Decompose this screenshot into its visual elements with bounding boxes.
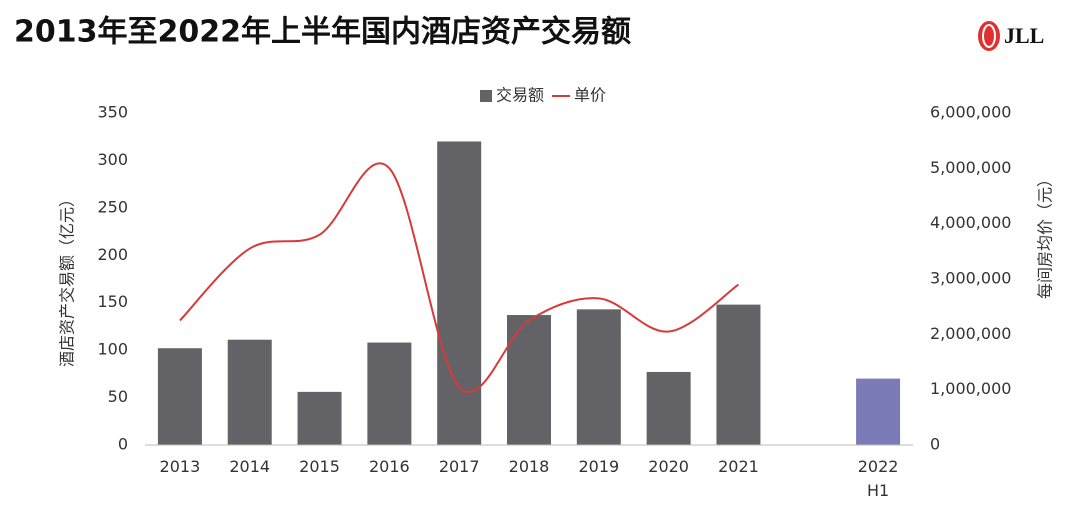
x-tick-label: 2013 [159,457,201,476]
logo: JLL [978,21,1044,51]
y-tick-label: 250 [97,197,128,216]
x-tick-label: 2016 [369,457,410,476]
y-tick-label: 0 [118,435,128,454]
y2-tick-label: 0 [930,435,940,454]
x-tick-label: 2017 [438,457,480,476]
bar [856,378,901,445]
x-tick-label: 2019 [578,457,620,476]
x-tick-label: 2015 [299,457,340,476]
y2-axis-label: 每间房均价（元） [1036,171,1055,299]
legend-label: 单价 [574,86,606,105]
x-tick-label: 2021 [718,457,759,476]
logo-text: JLL [1004,23,1044,48]
y2-tick-label: 5,000,000 [930,158,1011,177]
y2-tick-label: 4,000,000 [930,213,1011,232]
bar [646,371,691,445]
x-tick-label: 2014 [229,457,271,476]
bar [227,339,272,445]
legend-swatch [480,90,492,102]
logo-icon [982,24,996,48]
y-axis-label: 酒店资产交易额（亿元） [58,191,77,367]
y-tick-label: 200 [97,245,128,264]
bar [507,315,551,445]
y-tick-label: 50 [108,387,128,406]
bar [367,342,412,445]
legend-label: 交易额 [496,86,544,105]
y2-tick-label: 3,000,000 [930,269,1011,288]
x-tick-label: 2018 [508,457,550,476]
y-tick-label: 300 [97,150,128,169]
x-tick-label: 2020 [648,457,689,476]
chart-title: 2013年至2022年上半年国内酒店资产交易额 [14,15,631,50]
y2-tick-label: 1,000,000 [930,379,1011,398]
bar [157,348,202,445]
y-tick-label: 350 [97,103,128,122]
bar [297,391,342,445]
y-tick-label: 150 [97,292,128,311]
bar [576,309,621,445]
bar [437,141,482,445]
y2-tick-label: 6,000,000 [930,103,1011,122]
y-tick-label: 100 [97,340,128,359]
line [179,162,740,393]
y2-tick-label: 2,000,000 [930,324,1011,343]
bar [716,304,761,445]
x-tick-label: 2022 H1 [857,457,899,500]
